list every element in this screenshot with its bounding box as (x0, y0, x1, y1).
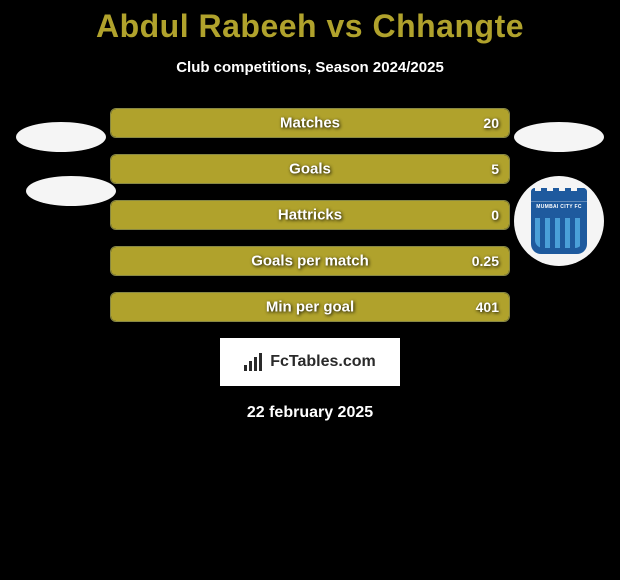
stat-value-right: 0 (491, 207, 499, 223)
stat-value-right: 20 (483, 115, 499, 131)
season-subtitle: Club competitions, Season 2024/2025 (0, 59, 620, 76)
snapshot-date: 22 february 2025 (0, 404, 620, 422)
club-name: MUMBAI CITY FC (531, 204, 587, 210)
stat-fill-left (111, 293, 278, 321)
stat-fill-left (111, 109, 242, 137)
club-shield-icon: MUMBAI CITY FC (531, 188, 587, 254)
stat-row: Goals per match 0.25 (110, 246, 510, 276)
stat-label: Min per goal (266, 299, 354, 316)
brand-text: FcTables.com (270, 353, 376, 371)
player-left-club-avatar (26, 176, 116, 206)
stat-row: Goals 5 (110, 154, 510, 184)
stat-value-right: 401 (476, 299, 499, 315)
player-right-club-badge: MUMBAI CITY FC (514, 176, 604, 266)
brand-logo: FcTables.com (220, 338, 400, 386)
stat-row: Hattricks 0 (110, 200, 510, 230)
player-left-avatar (16, 122, 106, 152)
stat-label: Matches (280, 115, 340, 132)
comparison-title: Abdul Rabeeh vs Chhangte (0, 8, 620, 45)
stat-label: Goals (289, 161, 331, 178)
player-right-avatar (514, 122, 604, 152)
stat-label: Hattricks (278, 207, 342, 224)
stat-fill-right (238, 155, 509, 183)
chart-icon (244, 353, 266, 371)
stat-fill-left (111, 155, 238, 183)
stat-row: Matches 20 (110, 108, 510, 138)
stat-value-right: 0.25 (472, 253, 499, 269)
stat-label: Goals per match (251, 253, 369, 270)
stat-value-right: 5 (491, 161, 499, 177)
stat-row: Min per goal 401 (110, 292, 510, 322)
stat-fill-left (111, 247, 254, 275)
